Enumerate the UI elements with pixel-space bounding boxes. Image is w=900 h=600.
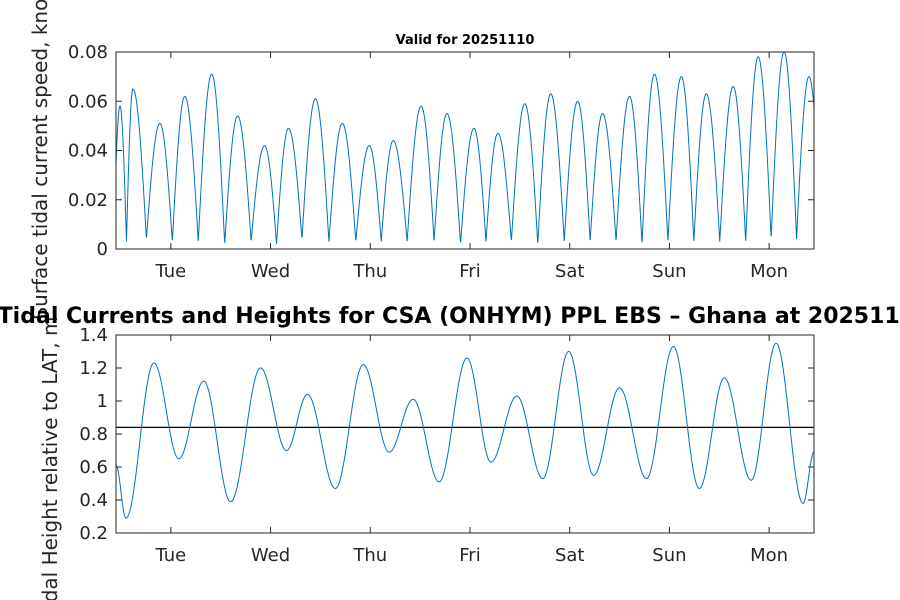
current-xtick-label: Sat (555, 261, 585, 282)
height-ytick-label: 1.4 (79, 325, 108, 346)
height-xtick-label: Sat (555, 545, 585, 566)
height-ytick-label: 0.8 (79, 424, 108, 445)
current-chart-ticks: 0 0.02 0.04 0.06 0.08 Tue Wed Thu Fri Sat Sun Mon (68, 42, 814, 282)
current-xtick-label: Tue (154, 261, 186, 282)
height-xtick-label: Fri (459, 545, 480, 566)
height-chart-ylabel: Tidal Height relative to LAT, m (38, 317, 62, 600)
height-ytick-label: 1 (97, 391, 108, 412)
current-xtick-label: Sun (652, 261, 686, 282)
height-chart-ticks: 0.2 0.4 0.6 0.8 1 1.2 1.4 Tue Wed Thu Fri Sat Sun Mon (79, 325, 814, 566)
current-ytick-label: 0 (97, 239, 108, 260)
height-xtick-label: Wed (251, 545, 290, 566)
main-title: Tidal Currents and Heights for CSA (ONHY… (0, 304, 900, 329)
height-xtick-label: Thu (352, 545, 387, 566)
height-ytick-label: 0.4 (79, 490, 108, 511)
current-xtick-label: Wed (251, 261, 290, 282)
current-xtick-label: Fri (459, 261, 480, 282)
height-xtick-label: Sun (652, 545, 686, 566)
height-ytick-label: 1.2 (79, 358, 108, 379)
tidal-height-line (115, 342, 815, 519)
height-xtick-label: Mon (750, 545, 788, 566)
current-ytick-label: 0.08 (68, 42, 108, 63)
current-chart-ylabel: Surface tidal current speed, knots (28, 0, 52, 320)
current-speed-line (115, 51, 815, 245)
current-ytick-label: 0.02 (68, 190, 108, 211)
height-xtick-label: Tue (154, 545, 186, 566)
tidal-height-chart: 0.2 0.4 0.6 0.8 1 1.2 1.4 Tue Wed Thu Fri Sat Sun Mon… (0, 304, 900, 600)
height-ytick-label: 0.2 (79, 523, 108, 544)
current-xtick-label: Mon (750, 261, 788, 282)
current-chart-axes (115, 51, 815, 250)
height-ytick-label: 0.6 (79, 457, 108, 478)
height-chart-axes (115, 334, 815, 534)
current-xtick-label: Thu (352, 261, 387, 282)
current-chart-title: Valid for 20251110 (396, 33, 535, 48)
current-ytick-label: 0.06 (68, 91, 108, 112)
current-speed-chart: Valid for 20251110 Surface tidal current… (28, 0, 815, 320)
current-ytick-label: 0.04 (68, 141, 108, 162)
